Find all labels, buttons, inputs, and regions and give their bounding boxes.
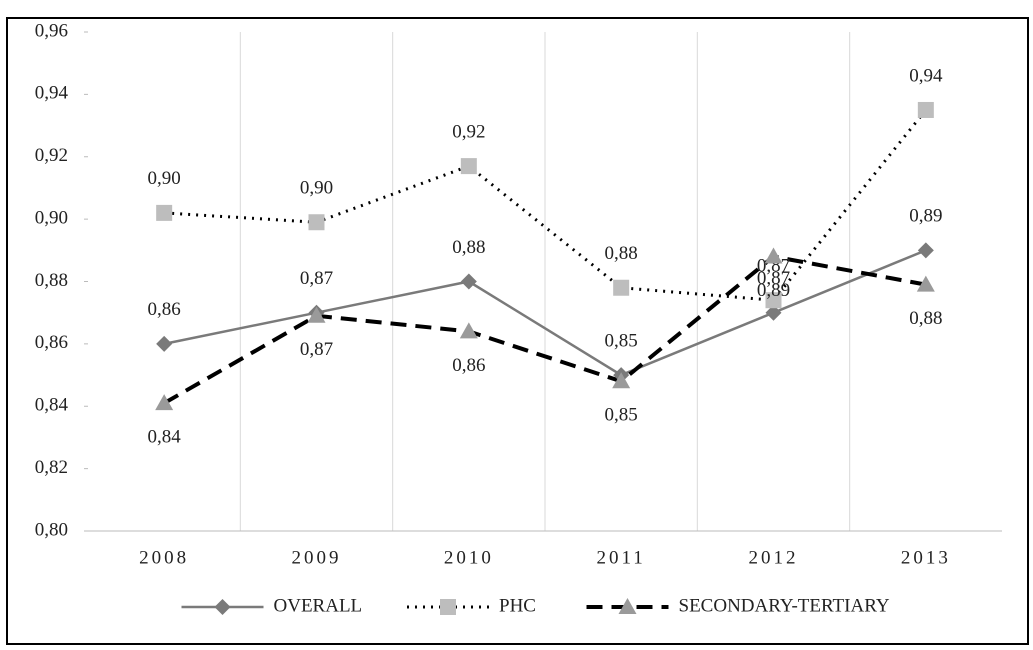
legend-marker [440,599,456,615]
data-label: 0,87 [757,268,790,289]
y-tick-label: 0,92 [35,145,68,166]
data-label: 0,90 [300,178,333,199]
data-label: 0,88 [452,237,485,258]
data-label: 0,88 [605,243,638,264]
legend-label: SECONDARY-TERTIARY [679,595,890,616]
y-tick-label: 0,82 [35,457,68,478]
data-label: 0,88 [909,308,942,329]
data-point [307,306,326,323]
x-tick-label: 2010 [444,547,494,568]
legend-label: OVERALL [274,595,363,616]
data-label: 0,85 [605,330,638,351]
data-label: 0,86 [452,355,485,376]
x-tick-label: 2009 [292,547,342,568]
y-tick-label: 0,96 [35,20,68,41]
data-label: 0,87 [300,339,333,360]
data-label: 0,85 [605,405,638,426]
data-label: 0,86 [148,299,181,320]
y-tick-label: 0,94 [35,83,69,104]
data-point [459,322,478,339]
data-label: 0,89 [757,280,790,301]
data-point [460,158,477,175]
series-line [163,254,927,405]
data-label: 0,87 [300,268,333,289]
y-tick-label: 0,84 [35,395,69,416]
legend-label: PHC [499,595,536,616]
data-point [764,247,783,264]
data-point [155,394,174,411]
x-tick-label: 2012 [749,547,799,568]
data-label: 0,90 [148,168,181,189]
data-point [156,335,173,352]
legend-marker [618,598,637,614]
data-point [460,273,477,290]
y-tick-label: 0,90 [35,207,68,228]
data-point [613,279,630,296]
y-tick-label: 0,80 [35,519,68,540]
x-tick-label: 2011 [597,547,646,568]
data-point [308,214,325,231]
data-point [765,292,782,309]
data-point [917,101,934,118]
y-tick-label: 0,86 [35,332,68,353]
data-point [765,304,782,321]
data-label: 0,94 [909,65,943,86]
y-tick-label: 0,88 [35,270,68,291]
data-label: 0,84 [148,426,182,447]
series-line [163,249,927,377]
x-tick-label: 2008 [139,547,189,568]
data-point [917,242,934,259]
chart-frame [6,17,1029,645]
data-point [156,204,173,221]
data-label: 0,87 [757,256,790,277]
data-point [612,372,631,389]
data-point [916,275,935,292]
data-label: 0,92 [452,121,485,142]
data-label: 0,89 [909,206,942,227]
legend-marker [214,599,231,615]
x-tick-label: 2013 [901,547,951,568]
